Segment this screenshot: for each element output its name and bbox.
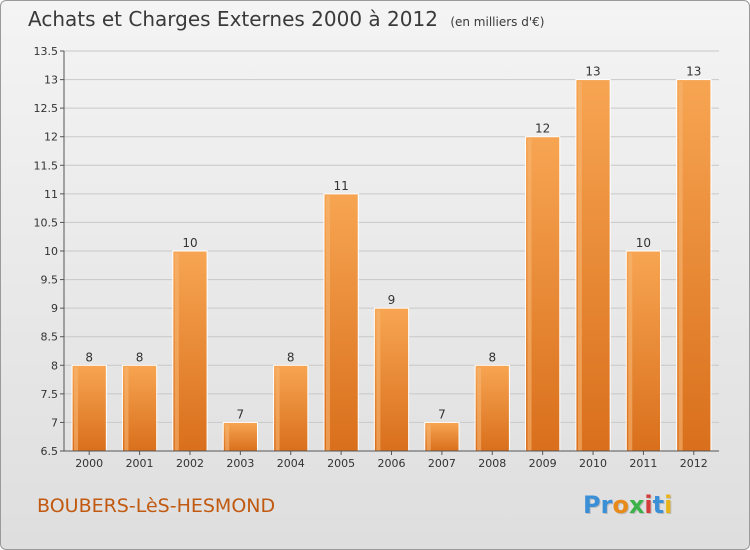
bar-highlight bbox=[376, 310, 381, 451]
bar-highlight bbox=[527, 138, 532, 451]
data-labels: 8 8 10 7 8 11 9 7 8 12 13 10 13 bbox=[85, 65, 701, 422]
title-text: Achats et Charges Externes 2000 à 2012 bbox=[28, 7, 438, 31]
x-tick-label: 2003 bbox=[226, 457, 254, 470]
x-tick-label: 2007 bbox=[428, 457, 456, 470]
bar-highlight bbox=[74, 367, 79, 451]
x-tick-label: 2004 bbox=[277, 457, 305, 470]
y-tick-label: 13.5 bbox=[34, 45, 59, 58]
x-tick-label: 2006 bbox=[378, 457, 406, 470]
logo-letter: t bbox=[652, 491, 665, 519]
x-tick-label: 2009 bbox=[529, 457, 557, 470]
data-label: 10 bbox=[636, 236, 651, 250]
x-tick-label: 2008 bbox=[478, 457, 506, 470]
bar-highlight bbox=[577, 81, 582, 452]
y-tick-label: 8.5 bbox=[41, 331, 59, 344]
bar-highlight bbox=[275, 367, 280, 451]
y-tick-label: 11.5 bbox=[34, 159, 59, 172]
bar-highlight bbox=[124, 367, 129, 451]
x-axis: 2000 2001 2002 2003 2004 2005 2006 2007 2008 2009… bbox=[64, 450, 719, 470]
x-tick-label: 2012 bbox=[680, 457, 708, 470]
bar-highlight bbox=[426, 424, 431, 451]
data-label: 9 bbox=[388, 293, 396, 307]
data-label: 13 bbox=[686, 65, 701, 79]
bar-highlight bbox=[225, 424, 230, 451]
data-label: 12 bbox=[535, 122, 550, 136]
y-tick-label: 6.5 bbox=[41, 445, 59, 458]
logo-letter: P bbox=[583, 491, 601, 519]
data-label: 13 bbox=[585, 65, 600, 79]
data-label: 8 bbox=[287, 350, 295, 364]
y-tick-label: 7 bbox=[51, 416, 58, 429]
data-label: 7 bbox=[237, 407, 245, 421]
commune-name: BOUBERS-LèS-HESMOND bbox=[37, 495, 276, 517]
y-tick-label: 13 bbox=[44, 74, 58, 87]
data-label: 11 bbox=[333, 179, 348, 193]
y-tick-label: 7.5 bbox=[41, 388, 59, 401]
logo-letter: r bbox=[600, 491, 613, 519]
data-label: 8 bbox=[136, 350, 144, 364]
data-label: 10 bbox=[182, 236, 197, 250]
chart-subtitle: (en milliers d'€) bbox=[450, 15, 545, 29]
y-tick-label: 10 bbox=[44, 245, 58, 258]
x-tick-label: 2001 bbox=[126, 457, 154, 470]
logo-letter: i bbox=[664, 491, 673, 519]
logo-letter: i bbox=[644, 491, 653, 519]
x-tick-label: 2002 bbox=[176, 457, 204, 470]
bar-highlight bbox=[477, 367, 482, 451]
y-tick-label: 8 bbox=[51, 359, 58, 372]
y-tick-label: 10.5 bbox=[34, 216, 59, 229]
bar-highlight bbox=[678, 81, 683, 452]
y-tick-label: 12 bbox=[44, 131, 58, 144]
bar-highlight bbox=[174, 253, 179, 451]
chart-title: Achats et Charges Externes 2000 à 2012 (… bbox=[28, 7, 544, 31]
y-tick-label: 12.5 bbox=[34, 102, 59, 115]
x-tick-label: 2011 bbox=[629, 457, 657, 470]
data-label: 8 bbox=[85, 350, 93, 364]
bar-highlight bbox=[325, 195, 330, 451]
y-tick-label: 11 bbox=[44, 188, 58, 201]
x-tick-label: 2000 bbox=[75, 457, 103, 470]
bars bbox=[71, 79, 712, 452]
x-tick-label: 2010 bbox=[579, 457, 607, 470]
data-label: 7 bbox=[438, 407, 446, 421]
logo-letter: o bbox=[612, 491, 629, 519]
proxiti-logo[interactable]: Proxiti bbox=[583, 491, 672, 519]
y-tick-label: 9.5 bbox=[41, 274, 59, 287]
bar-highlight bbox=[628, 253, 633, 451]
logo-letter: x bbox=[628, 491, 645, 519]
y-tick-label: 9 bbox=[51, 302, 58, 315]
data-label: 8 bbox=[488, 350, 496, 364]
x-tick-label: 2005 bbox=[327, 457, 355, 470]
y-axis: 6.5 7 7.5 8 8.5 9 9.5 10 10.5 11 11.5 12 12.5 13 13.5 bbox=[34, 45, 65, 458]
